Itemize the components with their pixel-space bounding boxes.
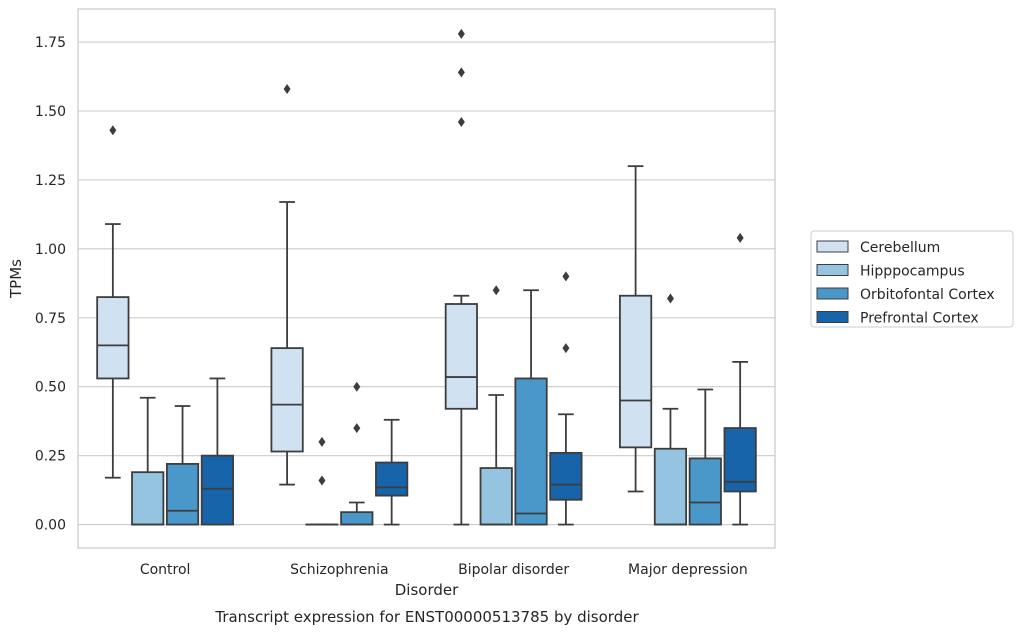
box-body	[270, 347, 304, 453]
y-tick-label: 1.50	[35, 104, 66, 120]
y-tick-label: 0.75	[35, 311, 66, 327]
outlier-marker	[562, 343, 570, 354]
outlier-marker	[353, 381, 361, 392]
x-tick-label: Control	[140, 562, 191, 578]
box-1-2	[340, 381, 374, 526]
outlier-marker	[318, 436, 326, 447]
box-body	[340, 511, 374, 526]
legend: Cerebellum Hipppocampus Orbitofontal Corte…	[810, 230, 1014, 328]
y-tick-label: 0.25	[35, 449, 66, 465]
box-body	[653, 447, 688, 526]
box-body	[479, 467, 513, 526]
outlier-marker	[109, 125, 117, 136]
box-2-3	[549, 271, 583, 526]
y-tick-label: 1.00	[35, 242, 66, 258]
legend-label: Hipppocampus	[860, 264, 965, 280]
y-tick-label: 1.75	[35, 35, 66, 51]
legend-swatch	[816, 264, 849, 276]
box-body	[200, 454, 234, 526]
box-body	[723, 427, 757, 493]
y-axis-label: TPMs	[7, 259, 25, 299]
outlier-marker	[283, 83, 291, 94]
gridlines	[78, 41, 775, 526]
box-3-1	[653, 293, 688, 526]
outlier-marker	[457, 28, 465, 39]
box-body	[131, 471, 165, 526]
outlier-marker	[492, 285, 500, 296]
box-0-0	[96, 125, 130, 479]
x-tick-label: Schizophrenia	[290, 562, 388, 578]
legend-swatch	[816, 311, 849, 323]
box-2-0	[444, 28, 478, 526]
y-tick-label: 1.25	[35, 173, 66, 189]
box-body	[444, 303, 478, 410]
box-0-2	[165, 405, 200, 526]
outlier-marker	[736, 232, 744, 243]
box-3-3	[723, 232, 757, 526]
box-body	[375, 461, 409, 497]
legend-label: Orbitofontal Cortex	[860, 287, 995, 303]
x-tick-label: Bipolar disorder	[458, 562, 569, 578]
y-tick-labels: 0.00 0.25 0.50 0.75 1.00 1.25 1.50 1.75	[35, 35, 66, 533]
legend-label: Cerebellum	[860, 240, 940, 256]
x-tick-label: Major depression	[628, 562, 748, 578]
box-0-3	[200, 377, 234, 526]
legend-label: Prefrontal Cortex	[860, 311, 979, 327]
y-tick-label: 0.50	[35, 380, 66, 396]
box-1-0	[270, 83, 304, 486]
box-2-2	[514, 289, 548, 526]
figure-caption: Transcript expression for ENST0000051378…	[214, 608, 639, 626]
box-2-1	[479, 285, 513, 526]
legend-frame	[810, 230, 1014, 328]
box-3-0	[619, 165, 653, 493]
box-body	[688, 457, 722, 526]
box-body	[619, 294, 653, 449]
outlier-marker	[353, 423, 361, 434]
box-1-1	[305, 436, 339, 526]
box-0-1	[131, 396, 165, 526]
y-tick-label: 0.00	[35, 518, 66, 534]
box-1-3	[375, 418, 409, 526]
box-3-2	[688, 388, 722, 526]
legend-swatch	[816, 287, 849, 300]
outlier-marker	[457, 117, 465, 128]
box-body	[549, 451, 583, 501]
legend-swatch	[816, 240, 849, 253]
box-body	[165, 463, 200, 526]
plot-area	[96, 28, 757, 526]
box-body	[514, 377, 548, 526]
outlier-marker	[562, 271, 570, 282]
outlier-marker	[318, 475, 326, 486]
box-body	[96, 296, 130, 380]
outlier-marker	[666, 293, 674, 304]
x-axis-label: Disorder	[395, 581, 459, 599]
x-tick-labels: Control Schizophrenia Bipolar disorder Majo…	[140, 562, 748, 578]
outlier-marker	[457, 67, 465, 78]
axes-frame	[77, 8, 776, 549]
